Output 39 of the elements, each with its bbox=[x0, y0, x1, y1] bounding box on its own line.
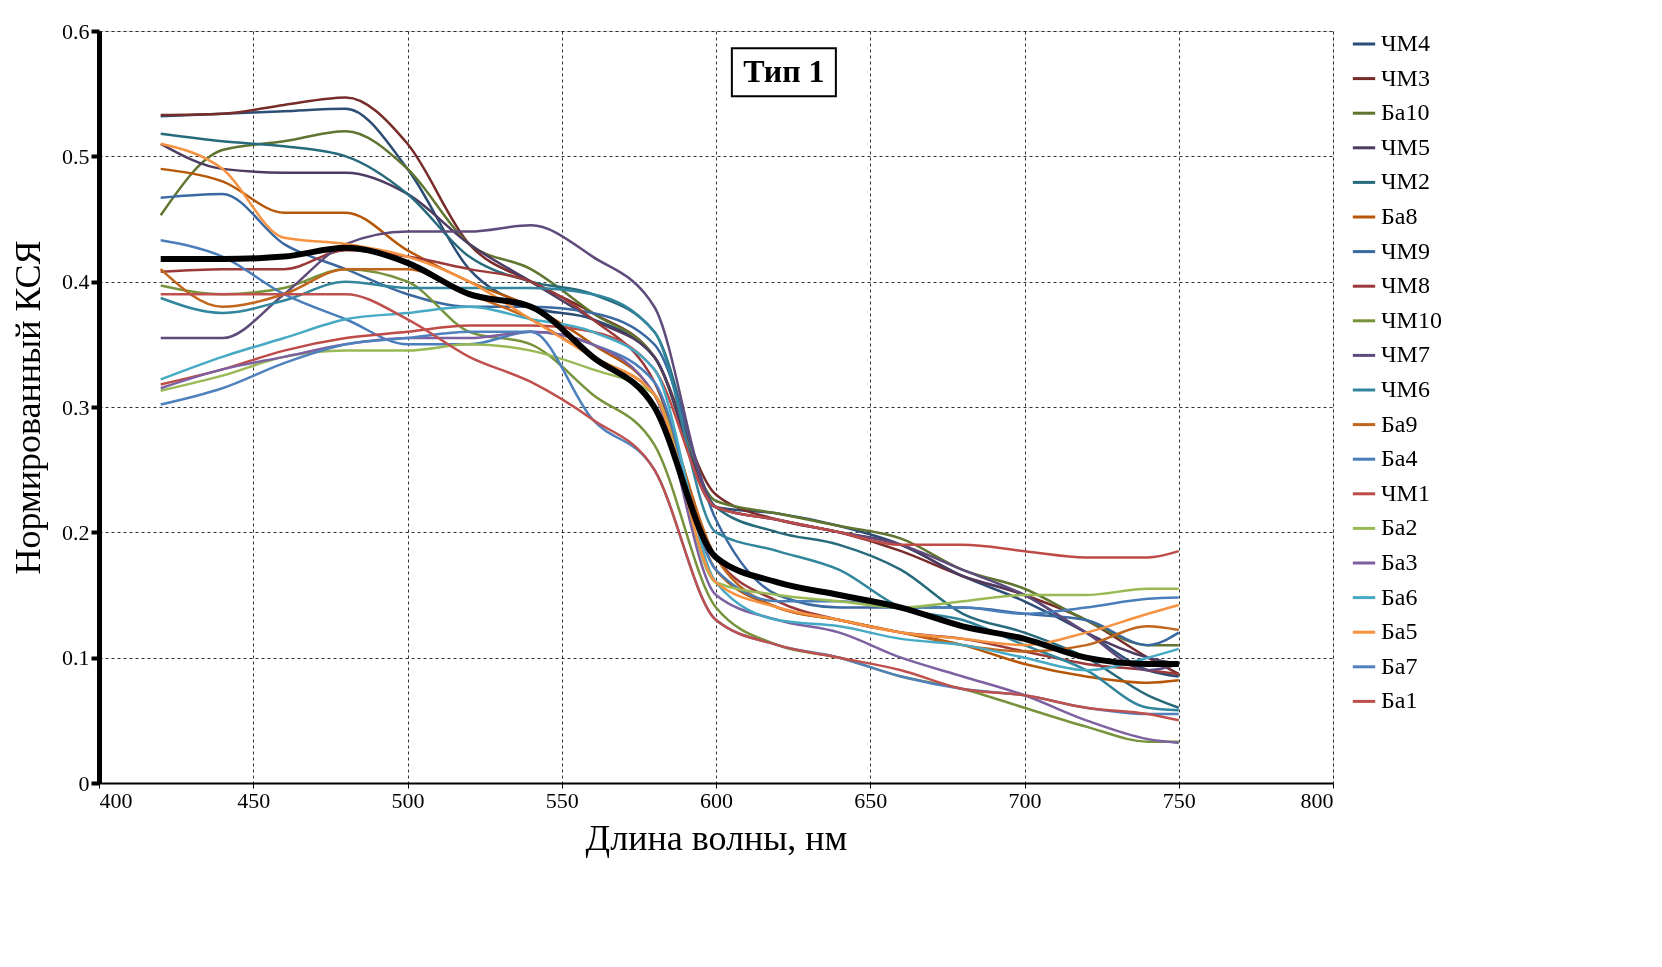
legend-label: Ба1 bbox=[1381, 687, 1418, 714]
y-tick-label: 0.1 bbox=[62, 645, 90, 671]
x-tick-label: 550 bbox=[545, 787, 579, 813]
legend-label: Ба7 bbox=[1381, 652, 1418, 679]
x-tick-label: 800 bbox=[1300, 787, 1334, 813]
legend-label: Ба10 bbox=[1381, 99, 1430, 126]
x-tick-label: 650 bbox=[854, 787, 888, 813]
legend-label: Ба2 bbox=[1381, 514, 1418, 541]
x-tick-label: 450 bbox=[237, 787, 271, 813]
x-tick-label: 700 bbox=[1008, 787, 1042, 813]
y-tick-label: 0 bbox=[78, 770, 90, 796]
x-tick-label: 400 bbox=[99, 787, 133, 813]
y-tick-label: 0.5 bbox=[62, 143, 90, 169]
y-tick-label: 0.4 bbox=[62, 269, 90, 295]
y-tick-label: 0.2 bbox=[62, 519, 90, 545]
legend-label: ЧМ10 bbox=[1381, 306, 1442, 333]
legend-label: ЧМ6 bbox=[1381, 376, 1430, 402]
legend-label: ЧМ3 bbox=[1381, 64, 1430, 91]
legend-label: ЧМ1 bbox=[1381, 479, 1430, 506]
legend-label: ЧМ9 bbox=[1381, 237, 1430, 264]
legend-label: Ба9 bbox=[1381, 410, 1418, 437]
legend-label: ЧМ4 bbox=[1381, 30, 1430, 56]
legend-label: ЧМ8 bbox=[1381, 272, 1430, 299]
y-tick-label: 0.3 bbox=[62, 394, 90, 420]
legend-label: Ба5 bbox=[1381, 618, 1418, 645]
legend-label: ЧМ2 bbox=[1381, 168, 1430, 195]
legend-label: Ба3 bbox=[1381, 549, 1418, 575]
text: Тип 1 bbox=[743, 53, 825, 90]
y-axis-title: Нормированный КСЯ bbox=[8, 240, 48, 575]
y-tick-label: 0.6 bbox=[62, 18, 90, 44]
legend-label: Ба6 bbox=[1381, 583, 1418, 610]
x-axis-title: Длина волны, нм bbox=[585, 817, 848, 858]
legend-label: Ба8 bbox=[1381, 203, 1418, 229]
legend-label: Ба4 bbox=[1381, 445, 1418, 472]
x-tick-label: 500 bbox=[391, 787, 425, 813]
x-tick-label: 600 bbox=[700, 787, 733, 813]
legend-label: ЧМ7 bbox=[1381, 341, 1430, 368]
legend-label: ЧМ5 bbox=[1381, 133, 1430, 160]
x-tick-label: 750 bbox=[1162, 787, 1196, 813]
